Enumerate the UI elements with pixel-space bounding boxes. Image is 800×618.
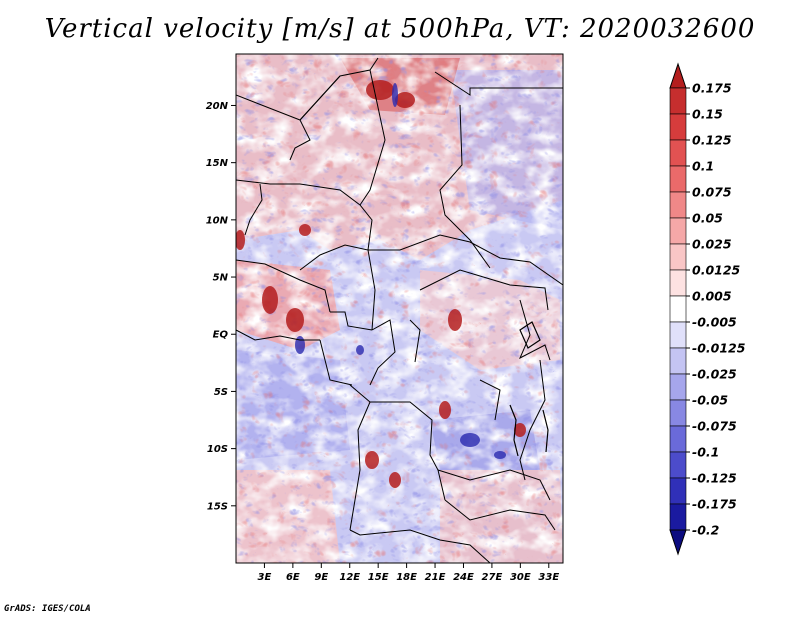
colorbar-segment [669,373,687,401]
lat-label: 5N [213,273,229,284]
colorbar-segment [669,451,687,479]
map-frame [235,53,564,564]
lakes [509,321,549,457]
colorbar-label: -0.1 [692,445,719,460]
colorbar-label: 0.075 [692,185,732,200]
colorbar-segment [669,191,687,219]
lon-label: 24E [453,572,474,583]
colorbar-segment [669,399,687,427]
vertical-velocity-field [236,54,563,563]
colorbar-top-extension [669,62,687,89]
lat-label: 15S [207,501,228,512]
colorbar-label: 0.005 [692,289,732,304]
grads-credit: GrADS: IGES/COLA [4,604,91,614]
longitude-axis: 3E 6E 9E 12E 15E 18E 21E 24E 27E 30E 33E [258,563,559,583]
lon-label: 18E [396,572,417,583]
lat-label: 5S [214,387,228,398]
colorbar-label: 0.0125 [692,263,741,278]
lon-label: 6E [286,572,300,583]
colorbar-label: -0.2 [692,523,719,538]
colorbar-segment [669,503,687,531]
colorbar-label: 0.125 [692,133,732,148]
colorbar-segment [669,425,687,453]
colorbar-segment [669,87,687,115]
lon-label: 12E [339,572,360,583]
colorbar-segment [669,113,687,141]
lat-label: 10S [207,444,228,455]
colorbar-label: -0.005 [692,315,737,330]
colorbar-segment [669,243,687,271]
colorbar-segment [669,295,687,323]
colorbar-label: 0.175 [692,81,732,96]
lat-label: 15N [206,158,229,169]
colorbar-segment [669,217,687,245]
lon-label: 30E [510,572,531,583]
colorbar-segment [669,347,687,375]
colorbar-label: -0.0125 [692,341,746,356]
colorbar-label: 0.1 [692,159,714,174]
lat-label: EQ [213,330,229,341]
colorbar-label: 0.15 [692,107,723,122]
lat-label: 20N [206,101,229,112]
colorbar-segment [669,139,687,167]
colorbar-label: -0.05 [692,393,728,408]
colorbar-segment [669,321,687,349]
lon-label: 9E [314,572,328,583]
lon-label: 3E [258,572,272,583]
colorbar-label: -0.075 [692,419,737,434]
colorbar-segment [669,165,687,193]
colorbar-label: 0.025 [692,237,732,252]
lon-label: 33E [538,572,559,583]
lon-label: 15E [368,572,389,583]
chart-title: Vertical velocity [m/s] at 500hPa, VT: 2… [44,14,756,44]
country-borders [236,57,563,563]
lat-label: 10N [206,215,229,226]
latitude-axis: 20N 15N 10N 5N EQ 5S 10S 15S [206,101,236,512]
colorbar-label: -0.175 [692,497,737,512]
lon-label: 21E [425,572,446,583]
colorbar-segment [669,477,687,505]
colorbar-label: -0.025 [692,367,737,382]
colorbar: 0.175 0.15 0.125 0.1 0.075 0.05 0.025 0.0125 0.0… [669,62,746,556]
colorbar-label: -0.125 [692,471,737,486]
colorbar-bottom-extension [669,529,687,556]
colorbar-label: 0.05 [692,211,723,226]
lon-label: 27E [482,572,503,583]
colorbar-segment [669,269,687,297]
